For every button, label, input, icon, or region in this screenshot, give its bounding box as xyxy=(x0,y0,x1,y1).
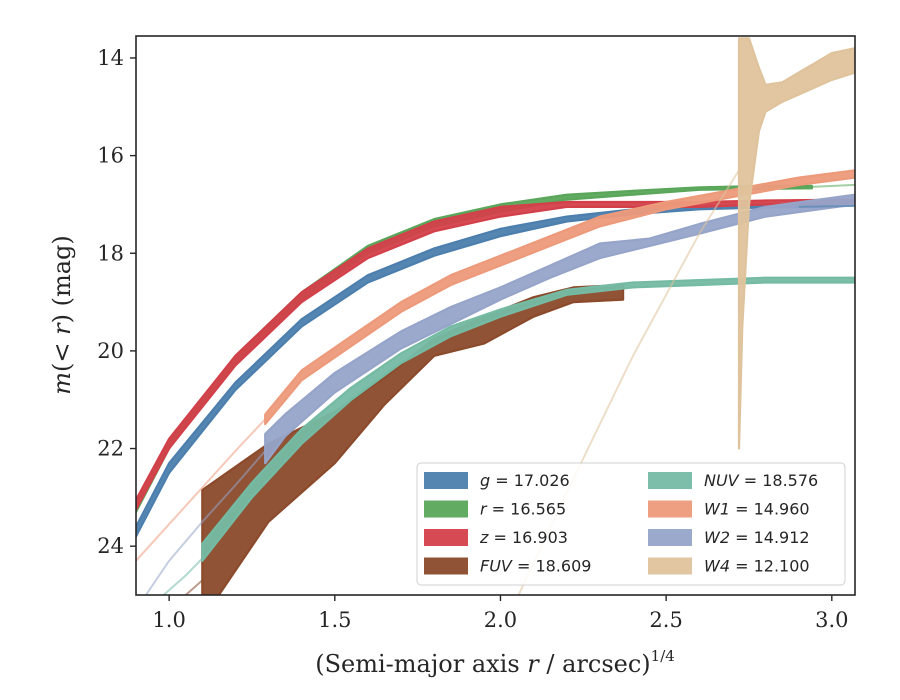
legend-label-r: r = 16.565 xyxy=(480,500,566,519)
legend-label-w4: W4 = 12.100 xyxy=(704,557,810,576)
legend-label-nuv: NUV = 18.576 xyxy=(704,471,818,490)
y-tick-label: 24 xyxy=(97,534,124,558)
series-line-fuv-extrapolated xyxy=(184,579,203,595)
x-tick-label: 2.0 xyxy=(484,608,517,632)
x-tick-label: 3.0 xyxy=(815,608,848,632)
y-tick-label: 18 xyxy=(97,241,124,265)
legend-swatch-w2 xyxy=(648,529,692,546)
x-tick-label: 1.0 xyxy=(152,608,185,632)
series-line-w2-extrapolated xyxy=(145,450,266,595)
legend-label-w2: W2 = 14.912 xyxy=(704,528,810,547)
legend-label-fuv: FUV = 18.609 xyxy=(480,557,591,576)
series-band-w2 xyxy=(264,193,855,465)
legend-swatch-z xyxy=(424,529,468,546)
series-line-nuv-extrapolated xyxy=(162,557,204,595)
series-band-w1 xyxy=(264,169,855,426)
y-tick-label: 16 xyxy=(97,144,124,168)
y-tick-label: 20 xyxy=(97,339,124,363)
legend-label-w1: W1 = 14.960 xyxy=(704,500,810,519)
legend-frame xyxy=(416,462,846,586)
series-line-w1-extrapolated xyxy=(136,418,266,562)
series-line-r-extrapolated xyxy=(811,183,855,188)
y-axis-ticks: 14 16 18 20 22 24 xyxy=(97,46,136,558)
x-axis-ticks: 1.0 1.5 2.0 2.5 3.0 xyxy=(152,595,849,632)
y-tick-label: 22 xyxy=(97,437,124,461)
legend-swatch-fuv xyxy=(424,557,468,575)
plot-frame xyxy=(135,35,856,596)
legend-label-z: z = 16.903 xyxy=(479,528,568,547)
series-line-g-faint xyxy=(798,204,855,208)
legend-swatch-g xyxy=(424,472,468,489)
y-tick-label: 14 xyxy=(97,46,124,70)
legend-label-g: g = 17.026 xyxy=(480,471,570,490)
y-axis-label: m(< r) (mag) xyxy=(48,235,76,395)
x-tick-label: 1.5 xyxy=(318,608,351,632)
legend-swatch-w4 xyxy=(648,557,692,575)
series-band-w4 xyxy=(737,37,855,450)
series-layer xyxy=(136,37,855,595)
x-axis-label: (Semi-major axis r / arcsec)1/4 xyxy=(315,647,675,678)
series-band-nuv xyxy=(201,276,855,562)
x-tick-label: 2.5 xyxy=(649,608,682,632)
legend-swatch-w1 xyxy=(648,500,692,518)
legend: g = 17.026 r = 16.565 z = 16.903 FUV = 18.6… xyxy=(416,462,846,586)
legend-swatch-nuv xyxy=(648,472,692,489)
legend-swatch-r xyxy=(424,500,468,518)
series-band-z xyxy=(136,198,855,511)
